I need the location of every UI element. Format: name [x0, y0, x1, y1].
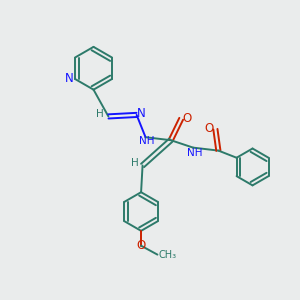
- Text: N: N: [137, 107, 146, 120]
- Text: O: O: [136, 239, 146, 252]
- Text: NH: NH: [139, 136, 154, 146]
- Text: NH: NH: [188, 148, 203, 158]
- Text: N: N: [65, 73, 74, 85]
- Text: O: O: [204, 122, 214, 135]
- Text: CH₃: CH₃: [159, 250, 177, 260]
- Text: H: H: [131, 158, 138, 168]
- Text: H: H: [96, 109, 104, 119]
- Text: O: O: [182, 112, 192, 125]
